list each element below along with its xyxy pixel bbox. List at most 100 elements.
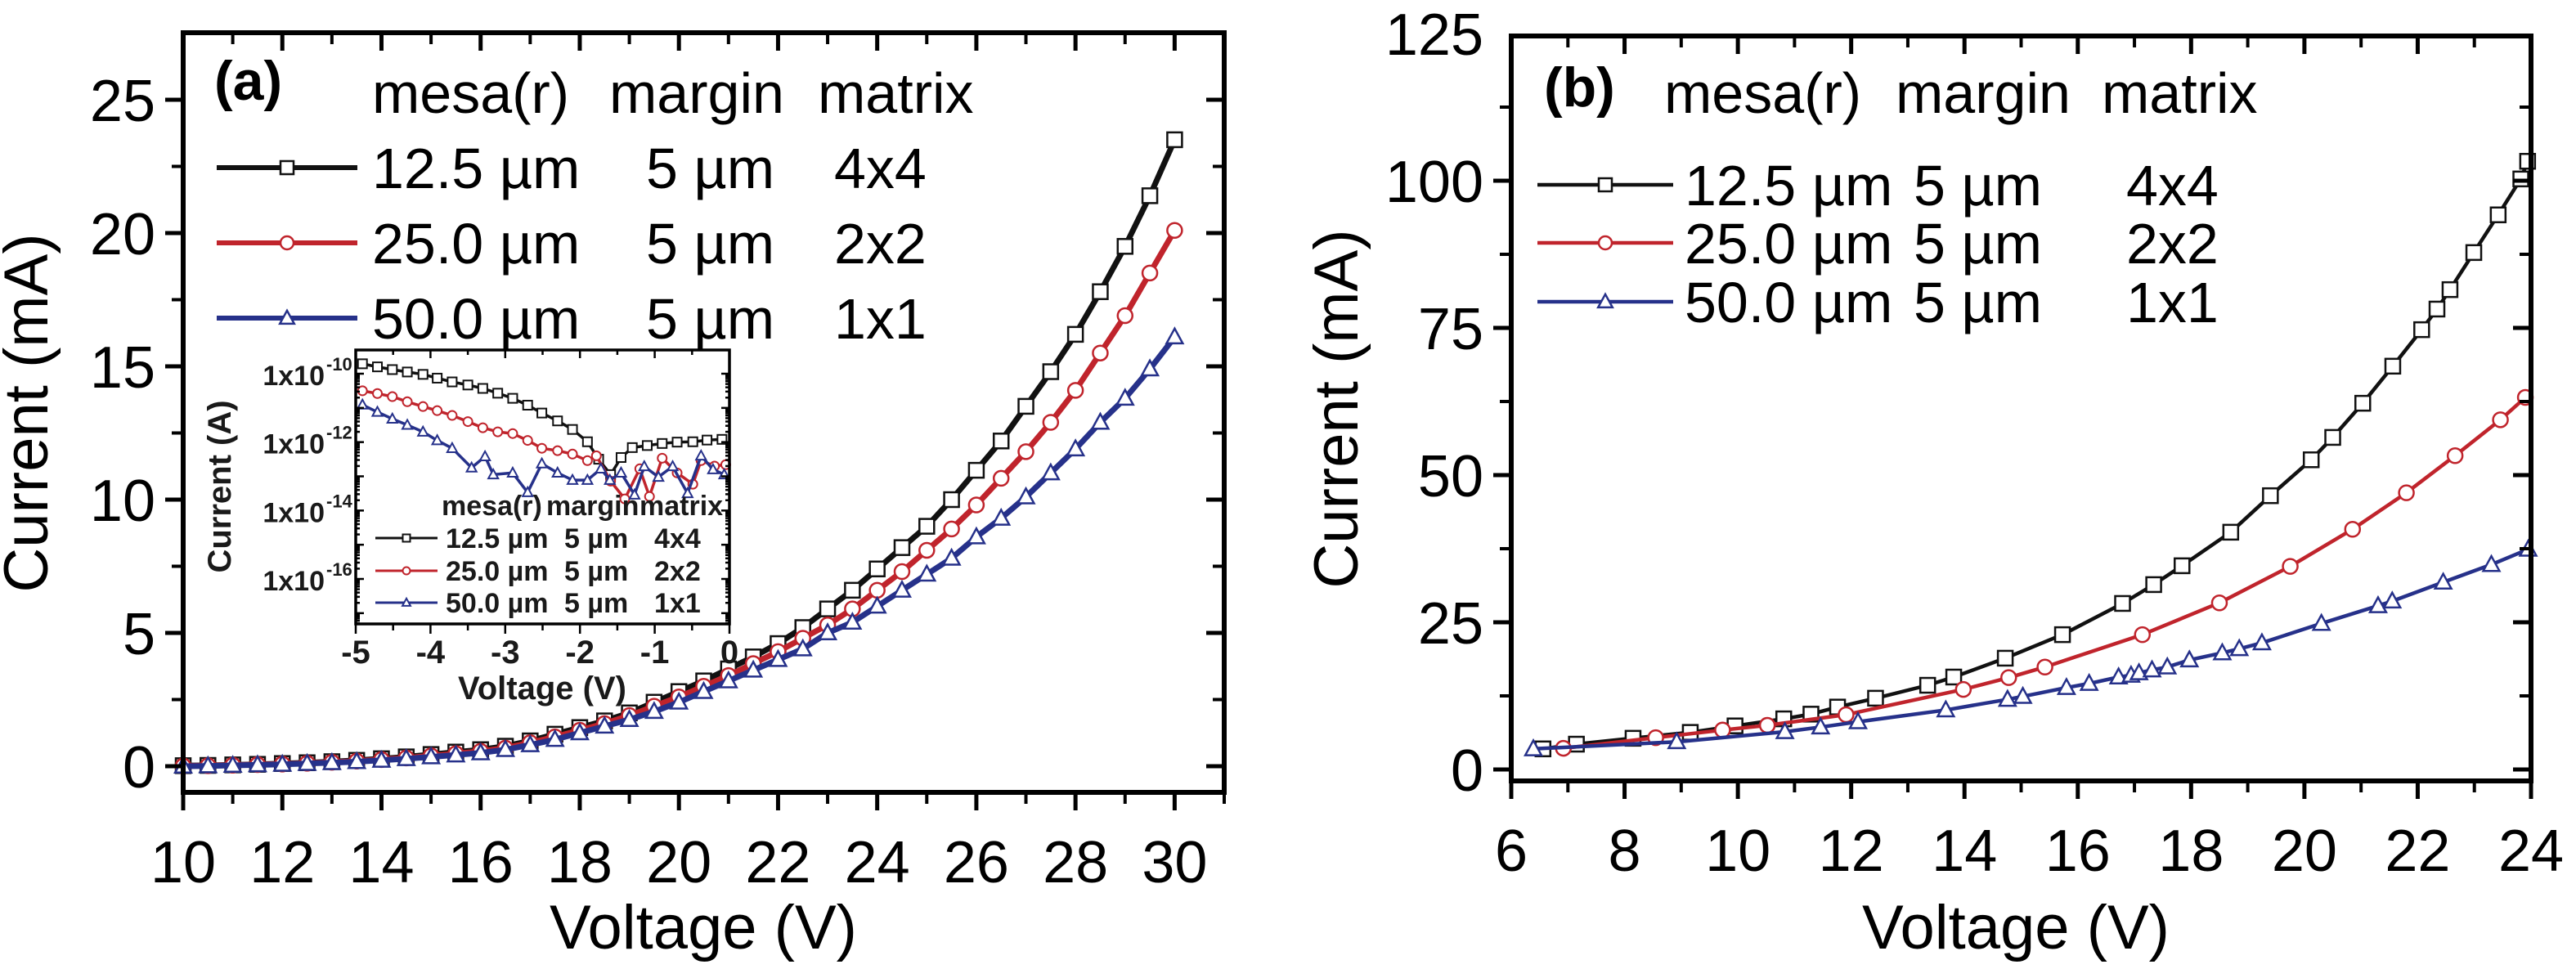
inset-data-point — [552, 445, 563, 456]
data-point — [198, 755, 218, 774]
legend-marker-circle-icon — [1597, 235, 1613, 251]
data-point — [2145, 576, 2162, 594]
inset-data-point — [417, 401, 429, 412]
data-point — [1997, 689, 2017, 707]
inset-data-point — [614, 465, 628, 478]
inset-data-point — [432, 405, 443, 416]
x-tick-label: 12 — [1819, 819, 1884, 884]
inset-data-point — [666, 459, 680, 472]
legend-entry-text: 4x4 — [834, 137, 927, 200]
inset-data-point — [551, 465, 564, 478]
x-tick-label: 16 — [2045, 819, 2111, 884]
inset-data-point — [370, 405, 384, 417]
legend-header-3: matrix — [818, 61, 974, 125]
data-point — [2013, 685, 2033, 704]
series-3 — [1524, 538, 2538, 756]
inset-data-point — [581, 455, 593, 466]
data-point — [891, 579, 912, 598]
data-point — [1166, 131, 1183, 149]
inset-y-tick-label: 1x10 — [263, 497, 325, 528]
inset-legend-entry: 12.5 µm 5 µm 4x4 — [375, 523, 701, 554]
inset-data-point — [507, 428, 518, 439]
inset-data-point — [590, 450, 602, 461]
data-point — [966, 526, 986, 545]
inset-data-point — [681, 487, 694, 499]
inset-data-point — [687, 436, 698, 447]
data-point — [247, 754, 267, 773]
legend-entry-text: 25.0 µm — [1685, 212, 1892, 276]
panel-a-label: (a) — [214, 50, 282, 112]
legend-entry-text: 25.0 µm — [372, 212, 580, 276]
inset-data-point — [417, 369, 429, 380]
data-point — [1141, 264, 1159, 282]
legend-header-2: margin — [609, 61, 784, 125]
inset-plot-area — [356, 358, 731, 505]
data-point — [693, 680, 714, 699]
data-point — [569, 722, 590, 741]
data-point — [669, 691, 689, 710]
data-point — [1524, 738, 1544, 756]
data-point — [1919, 676, 1936, 694]
data-point — [1996, 649, 2014, 667]
data-point — [595, 716, 615, 734]
inset-legend-entry-text: 5 µm — [564, 588, 628, 619]
inset-y-tick-exponent: -14 — [326, 491, 353, 511]
inset-legend-header-2: margin — [546, 491, 639, 522]
x-tick-label: 30 — [1142, 830, 1207, 895]
legend-entry-text: 1x1 — [2126, 271, 2219, 334]
panel-b-chart: 6 8 10 12 14 16 18 20 22 24 0 25 50 75 100 125 (b) mesa… — [1302, 2, 2564, 962]
data-point — [2262, 487, 2279, 505]
inset-data-point — [492, 388, 504, 399]
inset-legend-marker-circle-icon — [402, 566, 411, 576]
legend-entry-text: 5 µm — [1914, 271, 2042, 334]
inset-ylabel: Current (A) — [202, 400, 238, 572]
x-tick-label: 24 — [2498, 819, 2564, 884]
data-point — [2212, 642, 2233, 661]
inset-data-point — [657, 452, 668, 464]
x-tick-label: 12 — [249, 830, 315, 895]
inset-data-point — [522, 435, 533, 446]
data-point — [1042, 414, 1060, 431]
legend-entry-text: 1x1 — [834, 287, 927, 351]
data-point — [2114, 594, 2131, 612]
inset-data-point — [694, 448, 708, 461]
inset-data-point — [522, 399, 533, 410]
data-point — [520, 733, 541, 752]
inset-legend-entry-text: 5 µm — [564, 523, 628, 554]
inset-data-point — [447, 376, 458, 388]
y-tick-label: 0 — [1451, 738, 1483, 804]
y-tick-label: 0 — [123, 735, 155, 801]
inset-data-point — [535, 456, 549, 469]
data-point — [893, 563, 911, 581]
inset-data-point — [657, 437, 668, 449]
x-tick-label: 16 — [448, 830, 514, 895]
y-tick-label: 15 — [90, 335, 155, 401]
inset-data-point — [604, 473, 617, 485]
x-tick-label: 22 — [745, 830, 810, 895]
x-tick-label: 18 — [547, 830, 613, 895]
data-point — [1714, 721, 1731, 739]
legend-entry: 50.0 µm 5 µm 1x1 — [1537, 271, 2219, 334]
y-tick-label: 20 — [90, 202, 155, 267]
inset-x-tick-label: -5 — [341, 635, 370, 671]
data-point — [2433, 572, 2453, 590]
data-point — [2302, 451, 2320, 469]
inset-x-tick-label: -4 — [416, 635, 446, 671]
data-point — [2344, 520, 2362, 538]
legend-header-1: mesa(r) — [1664, 61, 1861, 125]
data-point — [2129, 662, 2149, 680]
inset-legend-entry-text: 50.0 µm — [446, 588, 548, 619]
data-point — [2428, 300, 2446, 318]
data-point — [2056, 676, 2076, 695]
data-point — [222, 755, 243, 774]
data-point — [421, 746, 442, 765]
inset-legend-entry-text: 2x2 — [654, 556, 701, 587]
data-point — [2251, 632, 2272, 651]
legend-entry-text: 50.0 µm — [1685, 271, 1892, 334]
inset-y-tick-base: 1x10 — [263, 429, 325, 460]
data-point — [1141, 187, 1159, 204]
legend-entry-text: 2x2 — [834, 212, 927, 276]
data-point — [2481, 554, 2502, 572]
legend-entry-text: 5 µm — [646, 212, 774, 276]
